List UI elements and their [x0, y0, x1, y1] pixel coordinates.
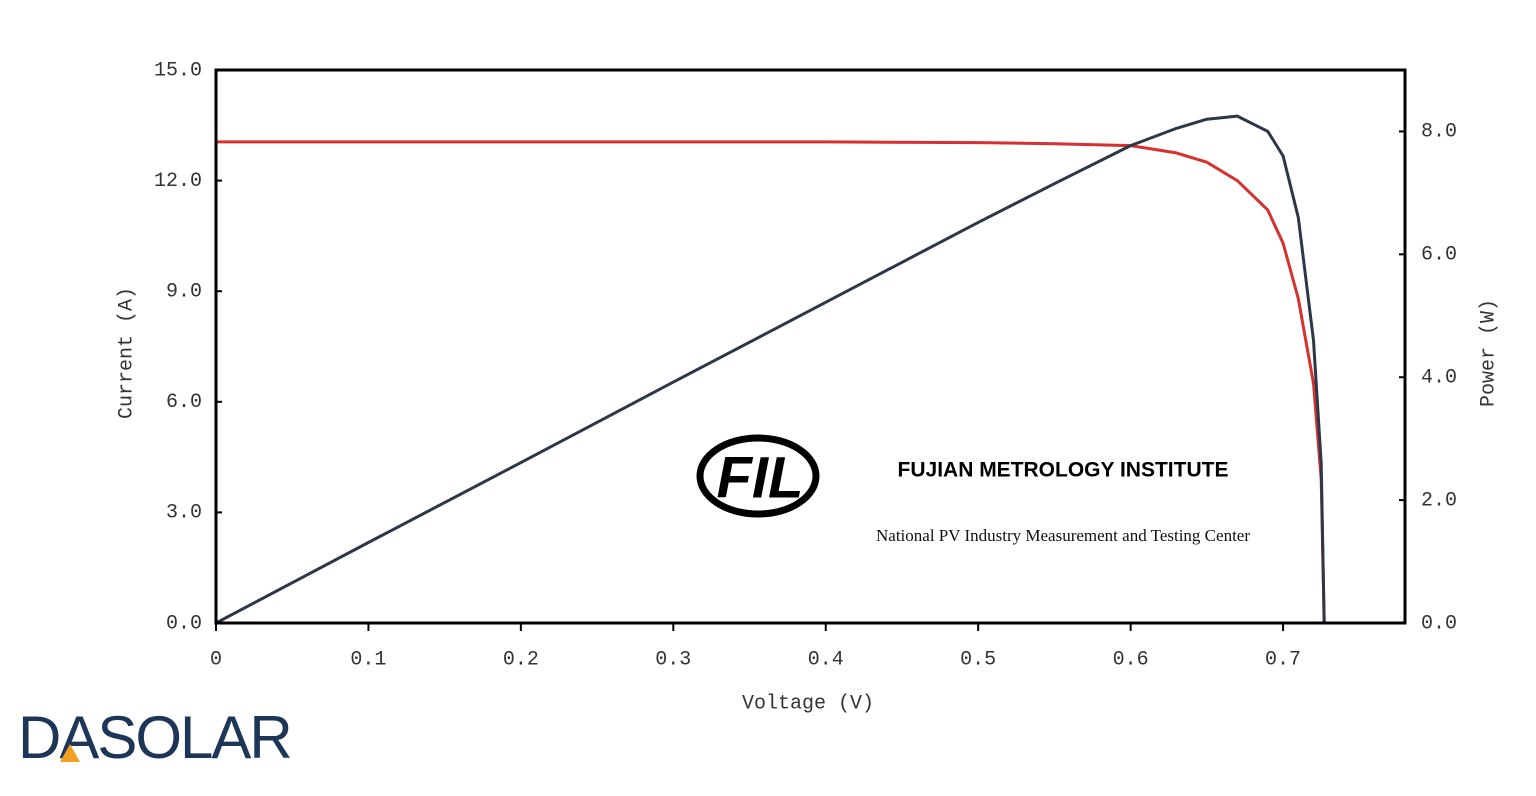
watermark-logo-ring	[696, 434, 820, 518]
x-tick-label: 0.6	[1113, 648, 1149, 671]
y-axis-title: Current (A)	[115, 287, 138, 419]
x-tick-label: 0	[210, 648, 222, 671]
y2-axis-title: Power (W)	[1477, 299, 1500, 407]
x-tick-label: 0.4	[808, 648, 844, 671]
x-tick-label: 0.3	[655, 648, 691, 671]
series-line	[216, 140, 1326, 624]
watermark-subtitle: National PV Industry Measurement and Tes…	[876, 526, 1250, 545]
brand-logo: DASOLAR	[18, 704, 291, 771]
y2-tick-label: 8.0	[1421, 121, 1457, 144]
x-tick-label: 0.7	[1265, 648, 1301, 671]
y2-tick-label: 4.0	[1421, 367, 1457, 390]
x-axis-title: Voltage (V)	[742, 692, 874, 715]
y-tick-label: 3.0	[166, 502, 202, 525]
y-tick-label: 9.0	[166, 280, 202, 303]
y-tick-label: 6.0	[166, 391, 202, 414]
y-tick-label: 12.0	[154, 170, 202, 193]
x-tick-label: 0.2	[503, 648, 539, 671]
y-tick-label: 0.0	[166, 612, 202, 635]
y2-tick-label: 0.0	[1421, 612, 1457, 635]
brand-logo-accent	[60, 744, 80, 762]
x-tick-label: 0.1	[350, 648, 386, 671]
x-tick-label: 0.5	[960, 648, 996, 671]
watermark-title: FUJIAN METROLOGY INSTITUTE	[898, 459, 1229, 482]
plot-frame	[214, 68, 1407, 625]
series-line	[215, 114, 1326, 625]
y2-tick-label: 6.0	[1421, 244, 1457, 267]
y-tick-label: 15.0	[154, 59, 202, 82]
y2-tick-label: 2.0	[1421, 489, 1457, 512]
watermark-logo: FIL	[717, 445, 804, 510]
